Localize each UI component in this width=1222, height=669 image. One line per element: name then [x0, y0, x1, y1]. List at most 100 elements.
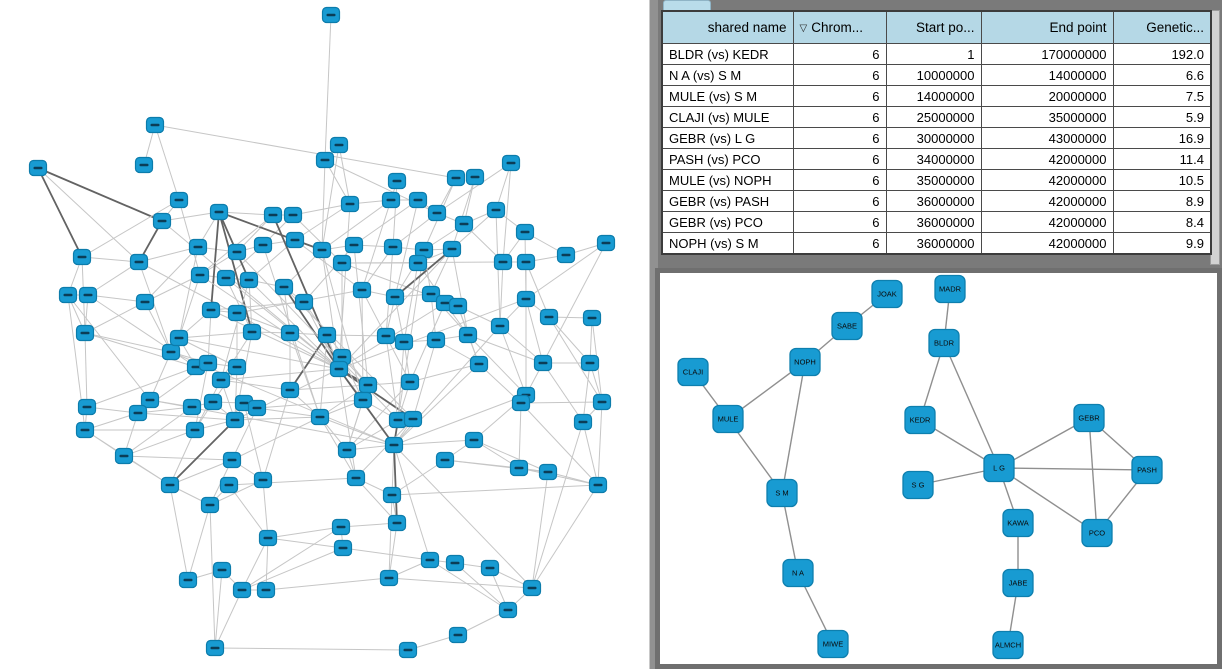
network-edge[interactable] — [393, 444, 431, 561]
network-edge[interactable] — [67, 294, 151, 401]
network-node[interactable] — [934, 274, 966, 304]
main-network-panel[interactable] — [0, 0, 649, 669]
network-edge[interactable] — [393, 363, 480, 446]
network-edge[interactable] — [272, 214, 340, 370]
table-row[interactable]: GEBR (vs) PCO 6 36000000 42000000 8.4 — [661, 211, 1212, 233]
table-cell[interactable]: CLAJI (vs) MULE — [661, 106, 794, 128]
network-node[interactable] — [1131, 455, 1163, 485]
network-node[interactable] — [817, 629, 849, 659]
network-edge[interactable] — [178, 337, 340, 370]
network-edge[interactable] — [525, 298, 544, 364]
network-edge[interactable] — [943, 342, 1000, 469]
table-cell[interactable]: 36000000 — [885, 190, 982, 212]
table-cell[interactable]: GEBR (vs) PASH — [661, 190, 794, 212]
network-edge[interactable] — [353, 199, 419, 246]
network-edge[interactable] — [542, 242, 607, 364]
table-row[interactable]: GEBR (vs) L G 6 30000000 43000000 16.9 — [661, 127, 1212, 149]
network-edge[interactable] — [84, 301, 146, 334]
table-tab[interactable] — [663, 0, 711, 10]
network-edge[interactable] — [467, 334, 527, 396]
network-edge[interactable] — [154, 124, 457, 179]
network-edge[interactable] — [525, 242, 607, 300]
network-edge[interactable] — [199, 274, 340, 370]
network-edge[interactable] — [37, 167, 140, 263]
network-edge[interactable] — [520, 401, 603, 404]
table-cell[interactable]: 6 — [792, 64, 887, 86]
network-edge[interactable] — [998, 467, 1148, 471]
network-edge[interactable] — [218, 211, 253, 333]
column-header[interactable]: Genetic... — [1112, 10, 1212, 44]
network-node[interactable] — [1081, 518, 1113, 548]
network-edge[interactable] — [123, 455, 233, 461]
table-cell[interactable]: 42000000 — [980, 232, 1114, 255]
network-edge[interactable] — [228, 477, 357, 486]
table-cell[interactable]: 6 — [792, 85, 887, 107]
network-edge[interactable] — [319, 416, 395, 446]
network-edge[interactable] — [289, 384, 369, 391]
table-row[interactable]: BLDR (vs) KEDR 6 1 170000000 192.0 — [661, 43, 1212, 65]
table-cell[interactable]: 25000000 — [885, 106, 982, 128]
network-edge[interactable] — [518, 467, 599, 486]
network-edge[interactable] — [403, 262, 419, 343]
network-edge[interactable] — [321, 144, 340, 251]
network-edge[interactable] — [231, 416, 321, 461]
network-node[interactable] — [782, 558, 814, 588]
network-edge[interactable] — [214, 647, 409, 651]
network-edge[interactable] — [220, 279, 250, 381]
network-edge[interactable] — [1088, 417, 1098, 534]
table-cell[interactable]: 42000000 — [980, 211, 1114, 233]
table-cell[interactable]: GEBR (vs) L G — [661, 127, 794, 149]
network-edge[interactable] — [243, 402, 264, 481]
network-edge[interactable] — [436, 162, 512, 214]
table-cell[interactable]: MULE (vs) S M — [661, 85, 794, 107]
network-edge[interactable] — [467, 334, 544, 364]
network-edge[interactable] — [220, 379, 291, 391]
network-node[interactable] — [766, 478, 798, 508]
network-edge[interactable] — [256, 407, 321, 418]
network-edge[interactable] — [169, 459, 233, 486]
network-edge[interactable] — [294, 239, 363, 291]
network-edge[interactable] — [144, 246, 199, 303]
network-edge[interactable] — [267, 526, 342, 539]
table-cell[interactable]: 6 — [792, 148, 887, 170]
network-edge[interactable] — [169, 484, 189, 581]
network-edge[interactable] — [342, 547, 431, 561]
network-edge[interactable] — [218, 211, 323, 251]
network-edge[interactable] — [86, 366, 197, 408]
network-edge[interactable] — [393, 444, 398, 524]
network-edge[interactable] — [998, 467, 1098, 534]
network-edge[interactable] — [87, 294, 146, 303]
table-row[interactable]: CLAJI (vs) MULE 6 25000000 35000000 5.9 — [661, 106, 1212, 128]
table-cell[interactable]: BLDR (vs) KEDR — [661, 43, 794, 65]
table-cell[interactable]: 9.9 — [1112, 232, 1212, 255]
table-cell[interactable]: N A (vs) S M — [661, 64, 794, 86]
network-edge[interactable] — [355, 418, 414, 479]
network-node[interactable] — [1002, 568, 1034, 598]
network-edge[interactable] — [451, 248, 469, 336]
network-edge[interactable] — [525, 261, 550, 318]
table-cell[interactable]: 20000000 — [980, 85, 1114, 107]
table-cell[interactable]: 6 — [792, 43, 887, 65]
network-node[interactable] — [928, 328, 960, 358]
network-canvas-right[interactable]: JOAK MADR SABE BLDR NOPH CLAJI KEDR GEBR MULE L G… — [660, 273, 1217, 664]
network-edge[interactable] — [265, 537, 269, 591]
network-edge[interactable] — [597, 401, 603, 486]
network-edge[interactable] — [209, 504, 216, 649]
network-edge[interactable] — [531, 421, 584, 589]
network-edge[interactable] — [81, 199, 180, 258]
network-edge[interactable] — [388, 494, 393, 579]
network-edge[interactable] — [502, 162, 512, 263]
table-cell[interactable]: 36000000 — [885, 232, 982, 255]
network-edge[interactable] — [178, 337, 238, 368]
network-edge[interactable] — [303, 244, 355, 303]
network-edge[interactable] — [385, 335, 399, 421]
network-edge[interactable] — [326, 334, 387, 337]
network-edge[interactable] — [321, 159, 326, 251]
column-header[interactable]: ▽ Chrom... — [792, 10, 887, 44]
network-edge[interactable] — [214, 589, 243, 649]
network-edge[interactable] — [340, 522, 398, 528]
network-edge[interactable] — [393, 439, 475, 446]
network-edge[interactable] — [338, 248, 453, 370]
network-node[interactable] — [789, 347, 821, 377]
network-edge[interactable] — [338, 203, 351, 370]
